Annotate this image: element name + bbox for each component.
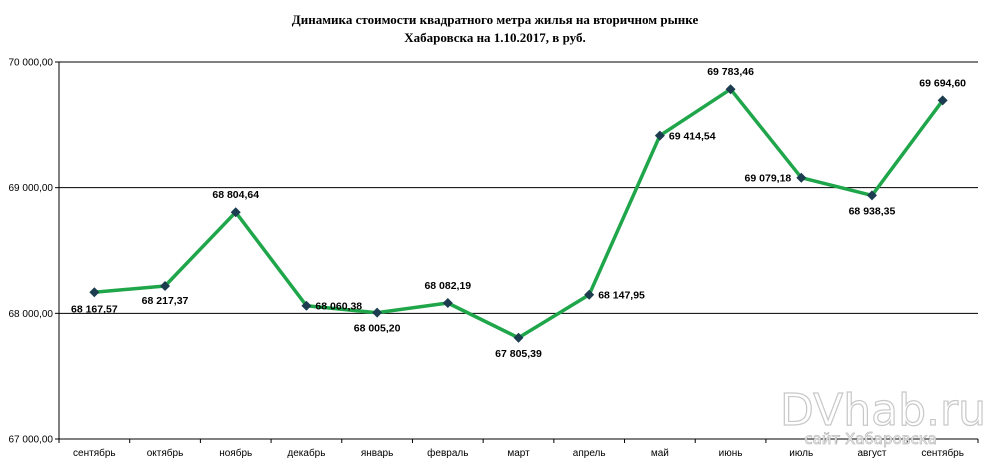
data-label: 69 783,46 xyxy=(707,66,754,78)
x-tick-label: февраль xyxy=(427,447,468,459)
data-point-marker xyxy=(654,130,665,141)
chart-title-line-2: Хабаровска на 1.10.2017, в руб. xyxy=(404,30,585,45)
data-label: 68 804,64 xyxy=(212,189,259,201)
chart-title-line-1: Динамика стоимости квадратного метра жил… xyxy=(292,12,699,27)
data-point-marker xyxy=(866,190,877,201)
x-tick-label: март xyxy=(507,448,530,459)
data-label: 68 005,20 xyxy=(354,323,401,335)
data-point-marker xyxy=(584,289,595,300)
data-label: 68 147,95 xyxy=(598,290,645,302)
x-tick-label: ноябрь xyxy=(219,447,252,459)
data-point-marker xyxy=(513,332,524,343)
data-label: 69 414,54 xyxy=(669,131,716,143)
data-label: 68 167,57 xyxy=(71,303,118,315)
x-tick-labels: сентябрь октябрь ноябрь декабрь январь феврал… xyxy=(73,447,964,459)
x-tick-label: май xyxy=(651,448,669,459)
y-tick-label: 68 000,00 xyxy=(9,309,54,320)
data-label: 69 694,60 xyxy=(919,77,966,89)
data-point-marker xyxy=(937,95,948,106)
data-label: 68 082,19 xyxy=(424,280,471,292)
data-label: 69 079,18 xyxy=(745,173,792,185)
y-tick-label: 67 000,00 xyxy=(9,435,54,446)
series-markers xyxy=(89,84,948,343)
data-label: 68 938,35 xyxy=(849,205,896,217)
x-tick-label: сентябрь xyxy=(921,447,964,459)
y-tick-labels: 67 000,00 68 000,00 69 000,00 70 000,00 xyxy=(9,58,54,446)
x-tick-label: июль xyxy=(789,448,813,459)
x-tick-label: декабрь xyxy=(287,447,325,459)
grid-lines xyxy=(59,61,978,440)
data-point-marker xyxy=(442,298,453,309)
series-line-path xyxy=(92,87,945,340)
data-point-marker xyxy=(372,307,383,318)
x-tick-label: сентябрь xyxy=(73,447,116,459)
watermark-sub-text: сайт Хабаровска xyxy=(804,430,937,448)
data-point-marker xyxy=(301,300,312,311)
x-tick-label: январь xyxy=(361,448,393,459)
data-point-marker xyxy=(89,287,100,298)
data-label: 68 060,38 xyxy=(315,301,362,313)
x-tick-label: октябрь xyxy=(147,447,184,459)
watermark-main-text: DVhab.ru xyxy=(780,385,986,436)
dvhab-watermark: DVhab.ru сайт Хабаровска xyxy=(779,384,986,448)
data-label: 67 805,39 xyxy=(495,348,542,360)
axes xyxy=(55,61,979,443)
x-tick-label: июнь xyxy=(719,448,743,459)
data-label: 68 217,37 xyxy=(142,295,189,307)
data-point-marker xyxy=(725,84,736,95)
y-tick-label: 69 000,00 xyxy=(9,183,54,194)
data-point-marker xyxy=(796,172,807,183)
series-line xyxy=(92,87,945,340)
data-point-marker xyxy=(160,281,171,292)
data-labels: 68 167,57 68 217,37 68 804,64 68 060,38 68 0… xyxy=(71,66,966,360)
x-tick-label: апрель xyxy=(573,448,606,459)
y-tick-label: 70 000,00 xyxy=(9,58,54,69)
data-point-marker xyxy=(230,207,241,218)
x-tick-label: август xyxy=(857,448,886,459)
